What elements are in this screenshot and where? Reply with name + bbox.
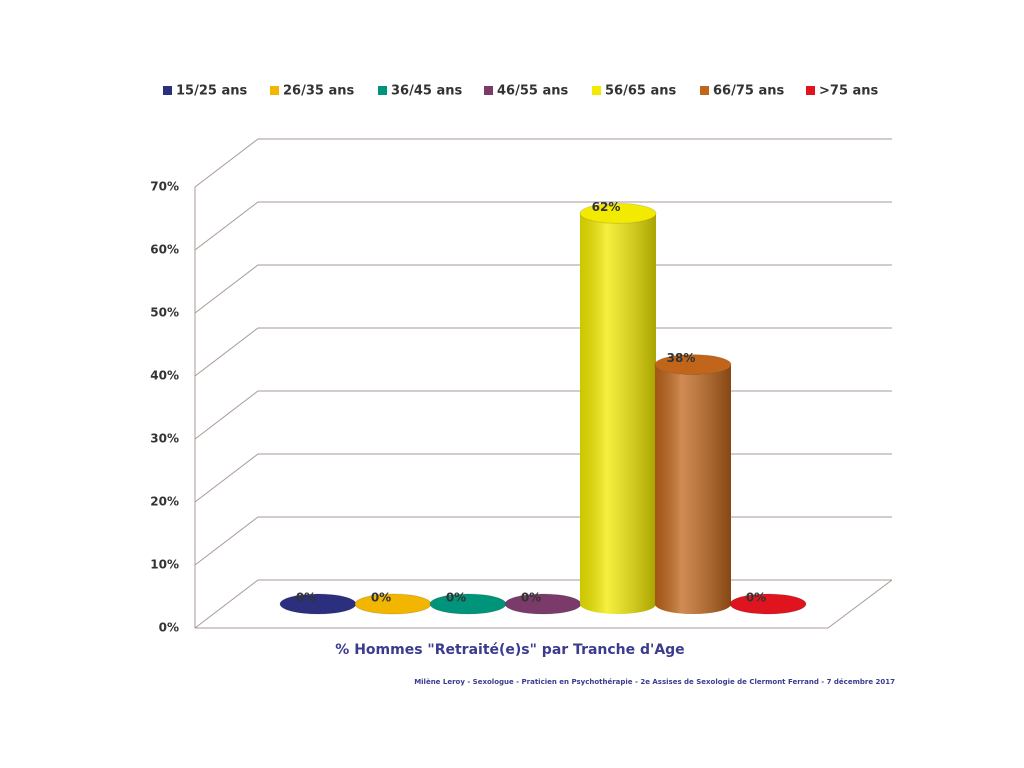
grid-line — [194, 390, 892, 440]
legend-label: 56/65 ans — [605, 84, 676, 99]
cylinder-top — [654, 354, 732, 376]
y-tick-label: 50% — [150, 306, 179, 320]
grid-line — [194, 516, 892, 566]
legend-swatch — [806, 86, 815, 95]
cylinder-top — [279, 593, 357, 615]
grid-line — [194, 453, 892, 503]
legend-swatch — [484, 86, 493, 95]
y-tick-label: 20% — [150, 495, 179, 509]
data-label: 38% — [667, 351, 696, 365]
y-tick-label: 10% — [150, 558, 179, 572]
legend-label: 15/25 ans — [176, 84, 247, 99]
axis-title: % Hommes "Retraité(e)s" par Tranche d'Ag… — [335, 642, 684, 658]
data-label: 62% — [592, 200, 621, 214]
legend-swatch — [592, 86, 601, 95]
legend-swatch — [700, 86, 709, 95]
data-label: 0% — [521, 591, 541, 605]
y-tick-label: 40% — [150, 369, 179, 383]
cylinder-top — [579, 202, 657, 224]
y-tick-label: 0% — [159, 621, 179, 635]
data-label: 0% — [446, 591, 466, 605]
cylinder-top — [429, 593, 507, 615]
grid-line — [194, 201, 892, 251]
legend-swatch — [163, 86, 172, 95]
source-note: Milène Leroy - Sexologue - Praticien en … — [414, 678, 895, 686]
y-tick-label: 30% — [150, 432, 179, 446]
legend-swatch — [270, 86, 279, 95]
y-tick-label: 70% — [150, 180, 179, 194]
data-label: 0% — [296, 591, 316, 605]
legend-label: 66/75 ans — [713, 84, 784, 99]
cylinder-top — [354, 593, 432, 615]
y-tick-label: 60% — [150, 243, 179, 257]
cylinder-shade — [580, 213, 656, 614]
legend-label: 36/45 ans — [391, 84, 462, 99]
axis-line — [827, 579, 893, 629]
grid-line — [194, 264, 892, 314]
legend-label: 26/35 ans — [283, 84, 354, 99]
legend-label: 46/55 ans — [497, 84, 568, 99]
grid-line — [194, 327, 892, 377]
cylinder-top — [504, 593, 582, 615]
grid-line — [194, 138, 892, 188]
data-label: 0% — [371, 591, 391, 605]
legend-swatch — [378, 86, 387, 95]
cylinder-top — [729, 593, 807, 615]
legend-label: >75 ans — [819, 84, 879, 99]
cylinder-shade — [655, 364, 731, 614]
data-label: 0% — [746, 591, 766, 605]
